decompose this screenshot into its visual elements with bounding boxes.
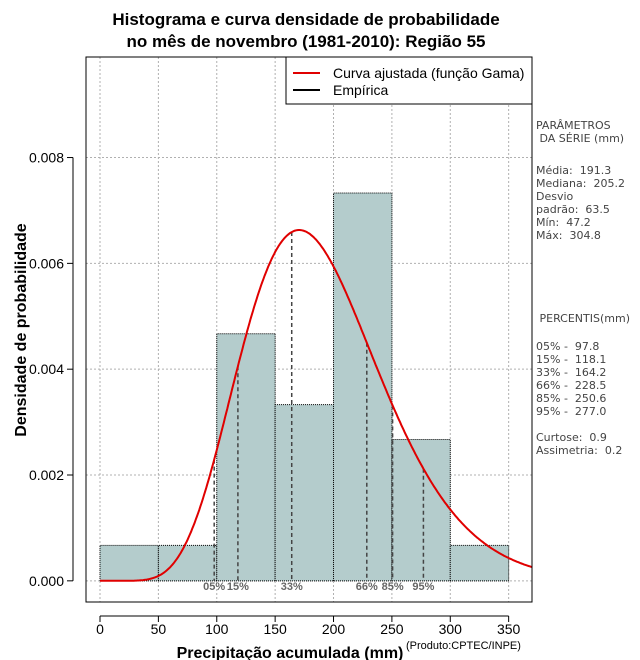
histogram-bar xyxy=(100,545,159,581)
chart-title-line2: no mês de novembro (1981-2010): Região 5… xyxy=(126,32,486,51)
chart-title-line1: Histograma e curva densidade de probabil… xyxy=(112,10,500,29)
fitted-curve-layer xyxy=(100,229,533,582)
histogram-bar xyxy=(275,404,334,581)
x-tick-label: 0 xyxy=(96,621,104,637)
legend-empirical-label: Empírica xyxy=(333,82,388,98)
percentile-markers: 05% 15% 33% 66% 85% 95% xyxy=(203,232,435,593)
params-title: PARÂMETROS DA SÉRIE (mm) xyxy=(536,119,625,145)
histogram-bar-outline xyxy=(157,544,218,581)
percentile-label: 15% xyxy=(227,581,249,593)
y-tick-label: 0.008 xyxy=(29,150,64,166)
histogram-bar xyxy=(391,439,451,581)
axes: 0 50 100 150 200 250 300 350 0.000 0.002 0.004 0.00… xyxy=(29,150,521,637)
histogram-bar xyxy=(216,333,276,581)
histogram-bar xyxy=(158,545,217,581)
x-tick-label: 300 xyxy=(439,621,463,637)
histogram-bar-outline xyxy=(99,544,159,581)
percentile-label: 95% xyxy=(412,581,434,593)
legend: Curva ajustada (função Gama) Empírica xyxy=(285,56,533,105)
histogram-bars xyxy=(99,192,510,582)
y-tick-label: 0.006 xyxy=(29,255,64,271)
legend-fitted-label: Curva ajustada (função Gama) xyxy=(333,65,524,81)
x-tick-label: 50 xyxy=(151,621,167,637)
y-axis-label: Densidade de probabilidade xyxy=(13,223,30,436)
y-tick-label: 0.000 xyxy=(29,573,64,589)
y-tick-label: 0.004 xyxy=(29,361,64,377)
histogram-bar xyxy=(333,192,392,581)
percentis-body: 05% - 97.8 15% - 118.1 33% - 164.2 66% -… xyxy=(536,340,623,457)
x-tick-label: 250 xyxy=(380,621,404,637)
fitted-gamma-curve xyxy=(100,229,533,582)
percentile-label: 05% xyxy=(203,581,225,593)
x-tick-label: 150 xyxy=(263,621,287,637)
product-credit: (Produto:CPTEC/INPE) xyxy=(406,640,521,652)
percentis-title: PERCENTIS(mm) xyxy=(536,312,630,325)
x-tick-label: 200 xyxy=(322,621,346,637)
params-body: Média: 191.3 Mediana: 205.2 Desvio padrã… xyxy=(536,164,625,242)
x-axis-label: Precipitação acumulada (mm) xyxy=(177,645,404,660)
percentile-label: 66% xyxy=(356,581,378,593)
percentile-label: 85% xyxy=(382,581,404,593)
y-tick-label: 0.002 xyxy=(29,467,64,483)
legend-box xyxy=(285,56,533,105)
histogram-bar xyxy=(450,545,509,581)
histogram-bar-outline xyxy=(333,192,393,581)
histogram-bar-outline xyxy=(449,544,510,581)
x-tick-label: 100 xyxy=(205,621,229,637)
percentile-label: 33% xyxy=(281,581,303,593)
x-tick-label: 350 xyxy=(497,621,521,637)
